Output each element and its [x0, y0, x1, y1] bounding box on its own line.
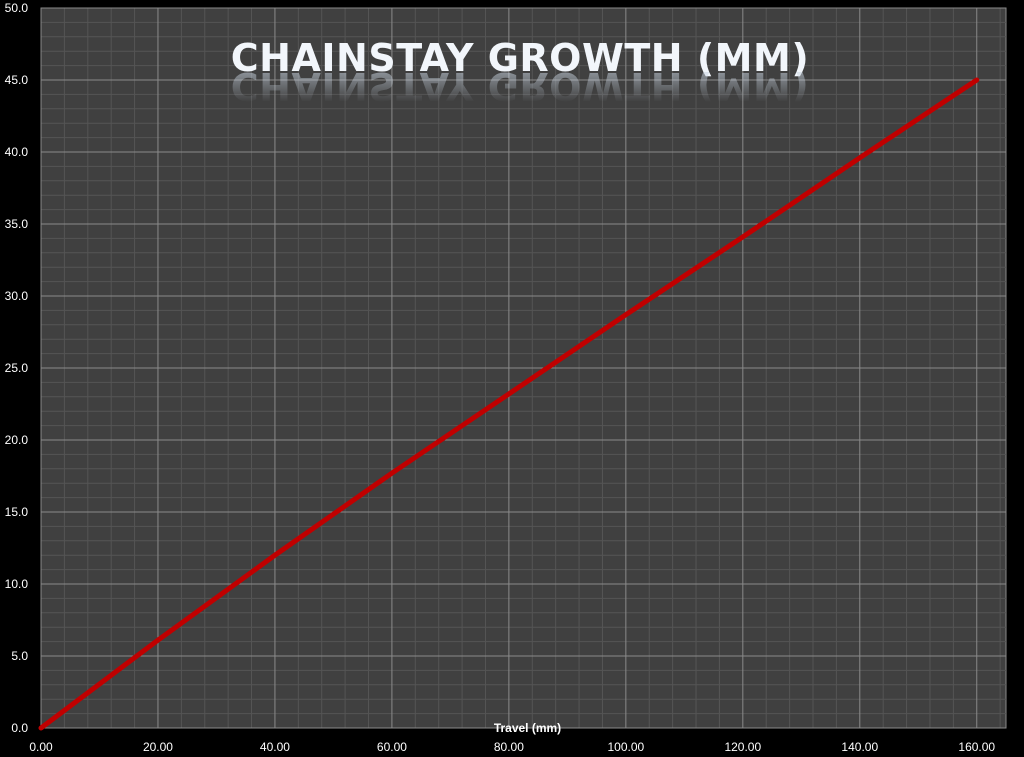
chart-title: CHAINSTAY GROWTH (MM) — [231, 36, 809, 80]
y-tick-label: 15.0 — [5, 505, 29, 519]
x-tick-label: 60.00 — [377, 740, 407, 754]
y-tick-label: 25.0 — [5, 361, 29, 375]
y-tick-label: 30.0 — [5, 289, 29, 303]
x-tick-label: 40.00 — [260, 740, 290, 754]
chart-title-reflection-text: CHAINSTAY GROWTH (MM) — [231, 64, 809, 108]
y-tick-label: 40.0 — [5, 145, 29, 159]
y-tick-label: 50.0 — [5, 1, 29, 15]
x-axis-title: Travel (mm) — [494, 721, 561, 735]
x-axis-tick-labels: 0.00 20.00 40.00 60.00 80.00 100.00 120.00 140.… — [29, 740, 995, 754]
series-layer — [38, 77, 980, 731]
x-tick-label: 20.00 — [143, 740, 173, 754]
x-tick-label: 120.00 — [724, 740, 761, 754]
y-tick-label: 35.0 — [5, 217, 29, 231]
y-tick-label: 0.0 — [11, 721, 28, 735]
y-axis-tick-labels: 0.0 5.0 10.0 15.0 20.0 25.0 30.0 35.0 40.0 45.0 50… — [5, 1, 29, 735]
x-tick-label: 140.00 — [841, 740, 878, 754]
x-tick-label: 0.00 — [29, 740, 53, 754]
y-tick-label: 10.0 — [5, 577, 29, 591]
major-gridlines — [40, 7, 1006, 729]
x-tick-label: 80.00 — [494, 740, 524, 754]
x-tick-label: 100.00 — [607, 740, 644, 754]
y-tick-label: 20.0 — [5, 433, 29, 447]
chart-title-reflection: CHAINSTAY GROWTH (MM) — [231, 64, 809, 108]
y-tick-label: 5.0 — [11, 649, 28, 663]
y-tick-label: 45.0 — [5, 73, 29, 87]
x-tick-label: 160.00 — [958, 740, 995, 754]
